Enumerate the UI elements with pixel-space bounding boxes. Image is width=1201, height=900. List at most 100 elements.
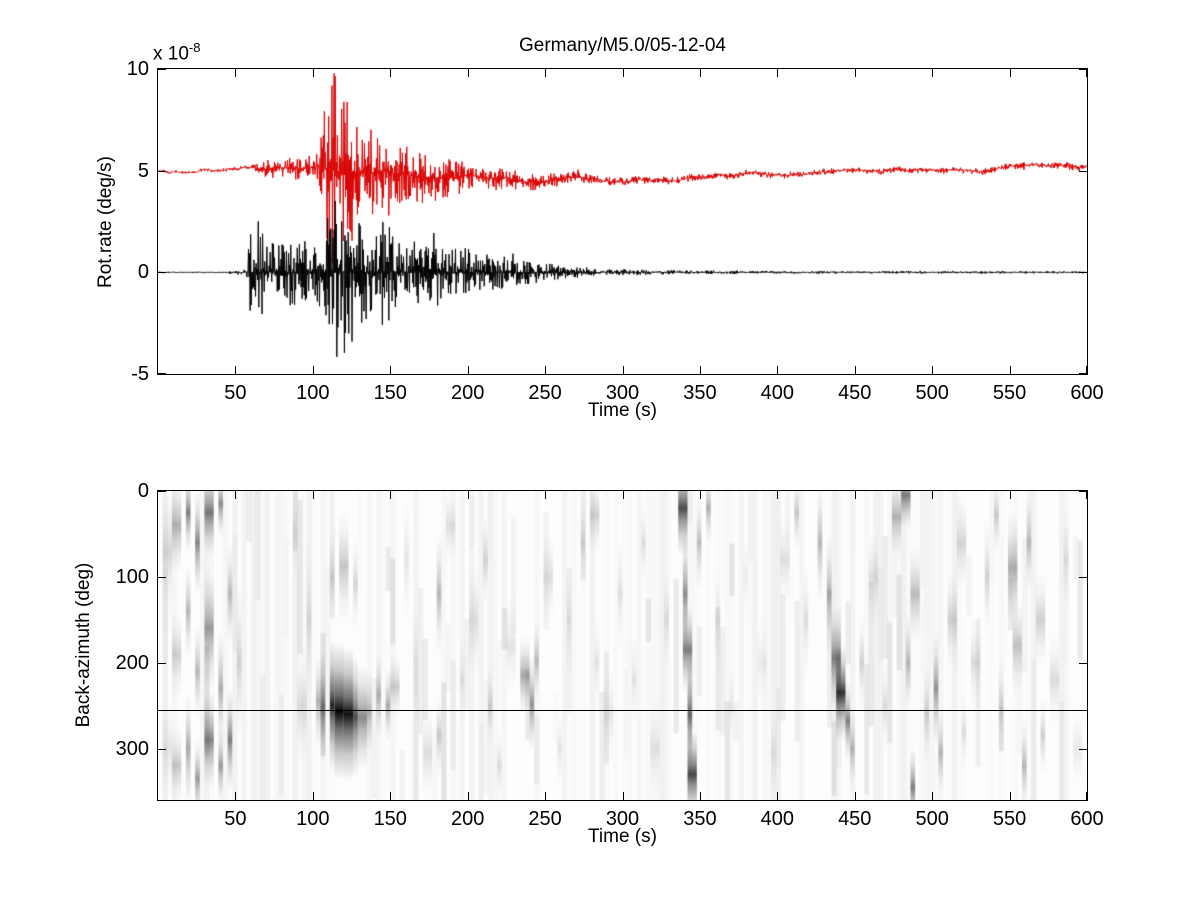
- plot-title: Germany/M5.0/05-12-04: [519, 35, 726, 56]
- axis-tick-mark: [545, 491, 546, 499]
- top-x-tick-label: 200: [450, 382, 485, 404]
- axis-tick-mark: [390, 366, 391, 374]
- top-x-tick-label: 250: [528, 382, 562, 404]
- axis-tick-mark: [313, 792, 314, 800]
- axis-tick-mark: [545, 792, 546, 800]
- bottom-y-tick-label: 200: [115, 651, 149, 674]
- axis-tick-mark: [1079, 272, 1087, 273]
- axis-tick-mark: [1086, 366, 1087, 374]
- top-x-axis-label: Time (s): [588, 400, 657, 421]
- axis-tick-mark: [390, 69, 391, 77]
- bottom-x-tick-label: 500: [915, 808, 949, 830]
- axis-tick-mark: [1010, 491, 1011, 499]
- y-axis-exponent-label: x 10-8: [153, 40, 200, 65]
- axis-tick-mark: [623, 792, 624, 800]
- axis-tick-mark: [545, 69, 546, 77]
- axis-tick-mark: [390, 792, 391, 800]
- axis-tick-mark: [235, 491, 236, 499]
- axis-tick-mark: [623, 491, 624, 499]
- seismogram-plot: [157, 68, 1088, 375]
- axis-tick-mark: [855, 366, 856, 374]
- top-x-tick-label: 500: [915, 382, 949, 404]
- axis-tick-mark: [1079, 373, 1087, 374]
- axis-tick-mark: [700, 792, 701, 800]
- bottom-x-tick-label: 550: [992, 808, 1027, 830]
- axis-tick-mark: [1079, 749, 1087, 750]
- axis-tick-mark: [932, 69, 933, 77]
- bottom-y-tick-label: 300: [115, 737, 149, 760]
- top-x-tick-label: 300: [605, 382, 640, 404]
- axis-tick-mark: [855, 69, 856, 77]
- axis-tick-mark: [1079, 577, 1087, 578]
- axis-tick-mark: [932, 491, 933, 499]
- axis-tick-mark: [468, 366, 469, 374]
- axis-tick-mark: [777, 491, 778, 499]
- top-x-tick-label: 550: [992, 382, 1027, 404]
- top-x-tick-label: 50: [224, 382, 247, 404]
- bottom-y-tick-label: 0: [137, 480, 149, 502]
- axis-tick-mark: [468, 792, 469, 800]
- back-azimuth-heatmap-plot: [157, 490, 1088, 801]
- axis-tick-mark: [1079, 69, 1087, 70]
- top-y-tick-label: -5: [131, 363, 149, 385]
- axis-tick-mark: [700, 491, 701, 499]
- axis-tick-mark: [932, 792, 933, 800]
- seismogram-canvas: [158, 69, 1087, 374]
- axis-tick-mark: [158, 491, 166, 492]
- axis-tick-mark: [1079, 171, 1087, 172]
- axis-tick-mark: [390, 491, 391, 499]
- axis-tick-mark: [1086, 491, 1087, 499]
- axis-tick-mark: [158, 577, 166, 578]
- top-x-tick-label: 400: [760, 382, 795, 404]
- axis-tick-mark: [158, 171, 166, 172]
- axis-tick-mark: [700, 69, 701, 77]
- axis-tick-mark: [468, 69, 469, 77]
- axis-tick-mark: [158, 272, 166, 273]
- axis-tick-mark: [313, 69, 314, 77]
- axis-tick-mark: [235, 69, 236, 77]
- axis-tick-mark: [1079, 491, 1087, 492]
- axis-tick-mark: [777, 366, 778, 374]
- axis-tick-mark: [235, 792, 236, 800]
- axis-tick-mark: [1010, 69, 1011, 77]
- bottom-x-tick-label: 600: [1070, 808, 1104, 830]
- axis-tick-mark: [158, 663, 166, 664]
- exponent-power-text: -8: [188, 40, 201, 55]
- axis-tick-mark: [158, 69, 166, 70]
- axis-tick-mark: [777, 69, 778, 77]
- top-x-tick-label: 100: [296, 382, 330, 404]
- axis-tick-mark: [158, 749, 166, 750]
- bottom-x-tick-label: 400: [760, 808, 795, 830]
- bottom-x-tick-label: 250: [528, 808, 562, 830]
- axis-tick-mark: [313, 366, 314, 374]
- top-x-tick-label: 350: [683, 382, 717, 404]
- axis-tick-mark: [545, 366, 546, 374]
- top-x-tick-label: 150: [373, 382, 407, 404]
- axis-tick-mark: [777, 792, 778, 800]
- axis-tick-mark: [158, 373, 166, 374]
- axis-tick-mark: [623, 69, 624, 77]
- axis-tick-mark: [932, 366, 933, 374]
- bottom-x-tick-label: 50: [224, 808, 247, 830]
- bottom-x-tick-label: 450: [838, 808, 872, 830]
- axis-tick-mark: [1079, 663, 1087, 664]
- bottom-x-axis-label: Time (s): [588, 826, 657, 847]
- axis-tick-mark: [1010, 792, 1011, 800]
- top-y-tick-label: 10: [126, 58, 149, 80]
- exponent-base-text: x 10: [153, 43, 189, 65]
- axis-tick-mark: [1086, 69, 1087, 77]
- axis-tick-mark: [700, 366, 701, 374]
- bottom-x-tick-label: 300: [605, 808, 640, 830]
- top-x-tick-label: 450: [838, 382, 872, 404]
- bottom-x-tick-label: 150: [373, 808, 407, 830]
- axis-tick-mark: [1010, 366, 1011, 374]
- axis-tick-mark: [623, 366, 624, 374]
- axis-tick-mark: [855, 792, 856, 800]
- axis-tick-mark: [235, 366, 236, 374]
- axis-tick-mark: [855, 491, 856, 499]
- bottom-x-tick-label: 100: [296, 808, 330, 830]
- top-x-tick-label: 600: [1070, 382, 1104, 404]
- top-y-tick-label: 5: [137, 159, 149, 182]
- top-y-tick-label: 0: [137, 261, 149, 284]
